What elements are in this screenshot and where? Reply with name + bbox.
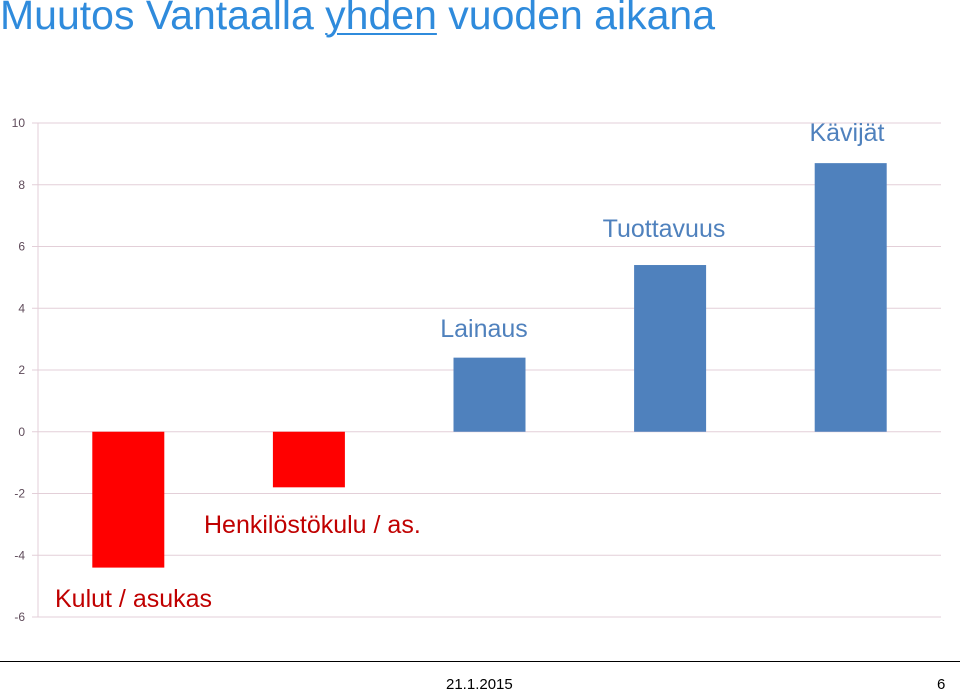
bar (634, 265, 707, 432)
y-tick-label: 2 (18, 363, 25, 377)
category-label: Kulut / asukas (55, 585, 212, 613)
y-tick-label: -6 (14, 610, 25, 624)
footer-divider (0, 661, 960, 662)
y-tick-label: -2 (14, 487, 25, 501)
bar (92, 431, 165, 568)
y-tick-label: 0 (18, 425, 25, 439)
category-label: Lainaus (440, 315, 528, 343)
bar (814, 163, 887, 432)
title-part-3: vuoden aikana (436, 0, 716, 38)
footer-date: 21.1.2015 (446, 676, 513, 693)
page-number: 6 (937, 676, 946, 693)
title-part-2: yhden (325, 0, 437, 38)
slide-title: Muutos Vantaalla yhden vuoden aikana (0, 0, 715, 39)
y-tick-label: 4 (18, 301, 25, 315)
y-tick-label: 10 (12, 116, 26, 130)
category-label: Tuottavuus (603, 215, 726, 243)
bar (272, 431, 345, 488)
category-label: Henkilöstökulu / as. (204, 511, 421, 539)
y-tick-label: -4 (14, 548, 25, 562)
category-label: Kävijät (809, 119, 884, 147)
bar (453, 357, 526, 432)
bar-chart: -6 -4 -2 0 2 4 6 8 10 Kulut / asukas Henkilöstökul… (12, 116, 941, 624)
y-tick-label: 8 (18, 178, 25, 192)
y-tick-label: 6 (18, 240, 25, 254)
title-part-1: Muutos Vantaalla (0, 0, 326, 38)
